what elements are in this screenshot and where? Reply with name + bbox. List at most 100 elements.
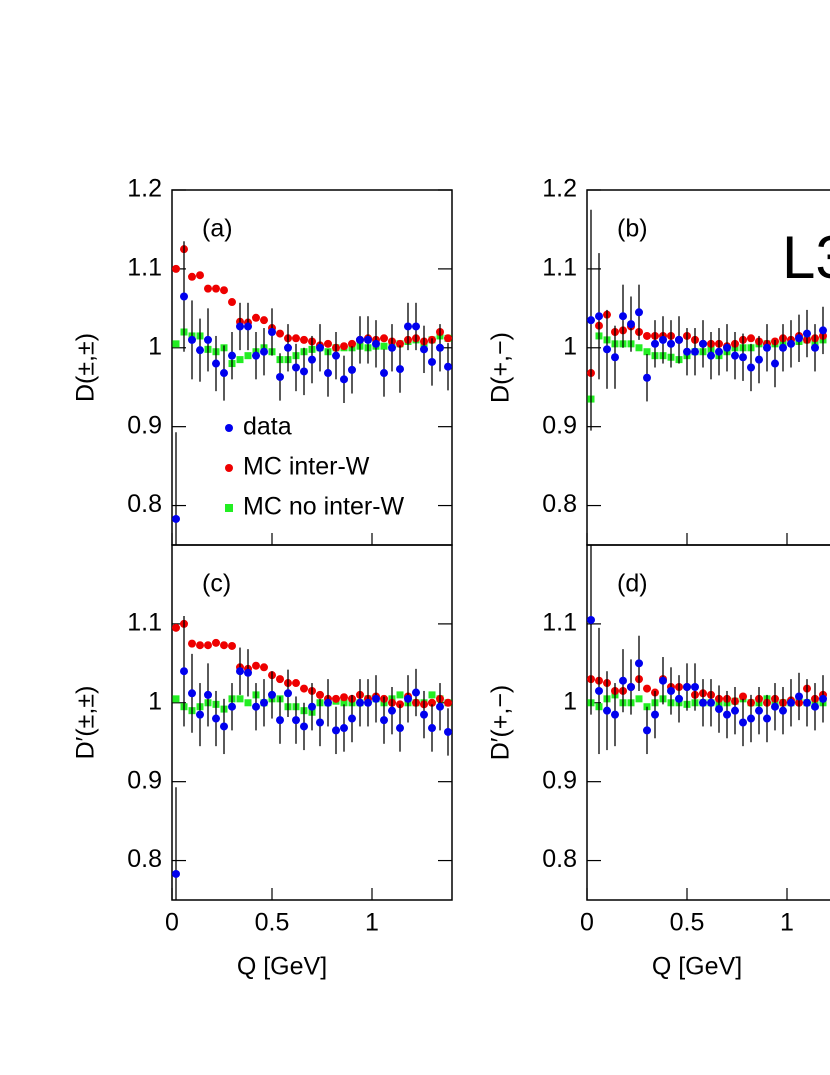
x-tick-label: 0.5 bbox=[670, 909, 705, 937]
point bbox=[643, 726, 651, 735]
point bbox=[747, 334, 755, 343]
y-tick-label: 0.8 bbox=[542, 845, 577, 873]
point bbox=[659, 676, 667, 685]
point bbox=[212, 284, 220, 293]
point bbox=[220, 369, 228, 378]
point bbox=[819, 694, 827, 703]
point bbox=[803, 698, 811, 707]
legend-label: MC inter-W bbox=[243, 453, 370, 481]
point bbox=[172, 514, 180, 523]
panel-label: (b) bbox=[617, 215, 648, 243]
point bbox=[428, 724, 436, 733]
point bbox=[340, 375, 348, 384]
point bbox=[803, 329, 811, 338]
point bbox=[811, 702, 819, 711]
point bbox=[779, 706, 787, 715]
point bbox=[436, 343, 444, 352]
point bbox=[380, 716, 388, 725]
point bbox=[268, 328, 276, 336]
y-tick-label: 0.9 bbox=[127, 411, 162, 439]
point bbox=[635, 659, 643, 668]
point bbox=[771, 359, 779, 368]
point bbox=[236, 695, 244, 703]
point bbox=[420, 710, 428, 719]
point bbox=[699, 698, 707, 707]
point bbox=[324, 339, 332, 348]
point bbox=[587, 615, 595, 624]
point bbox=[300, 367, 308, 376]
point bbox=[300, 335, 308, 344]
point bbox=[180, 667, 188, 676]
point bbox=[364, 698, 372, 707]
y-axis-title: D′(±,±) bbox=[72, 686, 100, 760]
point bbox=[260, 698, 268, 707]
point bbox=[428, 357, 436, 366]
point bbox=[643, 331, 651, 340]
point bbox=[364, 335, 372, 344]
plot-frame bbox=[171, 544, 453, 901]
point bbox=[196, 271, 204, 280]
point bbox=[428, 698, 436, 707]
point bbox=[172, 695, 180, 703]
point bbox=[444, 698, 452, 707]
point bbox=[731, 706, 739, 715]
point bbox=[643, 373, 651, 382]
point bbox=[819, 326, 827, 335]
y-tick-label: 0.8 bbox=[127, 490, 162, 518]
point bbox=[236, 667, 244, 676]
point bbox=[188, 335, 196, 344]
y-tick-label: 1.2 bbox=[542, 175, 577, 203]
point bbox=[388, 343, 396, 352]
point bbox=[715, 347, 723, 356]
point bbox=[252, 661, 260, 670]
plot-area bbox=[172, 616, 452, 900]
point bbox=[244, 352, 252, 360]
y-tick-label: 0.8 bbox=[127, 845, 162, 873]
point bbox=[755, 355, 763, 364]
legend-marker bbox=[225, 424, 233, 432]
point bbox=[268, 690, 276, 699]
point bbox=[332, 351, 340, 360]
point bbox=[595, 312, 603, 321]
point bbox=[316, 718, 324, 727]
point bbox=[252, 313, 260, 322]
plot-area bbox=[587, 545, 827, 755]
point bbox=[348, 339, 356, 348]
point bbox=[587, 316, 595, 325]
point bbox=[204, 641, 212, 650]
point bbox=[236, 356, 244, 364]
point bbox=[683, 347, 691, 356]
point bbox=[723, 710, 731, 719]
point bbox=[667, 686, 675, 695]
point bbox=[204, 335, 212, 344]
point bbox=[635, 308, 643, 317]
y-tick-label: 1 bbox=[148, 332, 162, 360]
point bbox=[667, 339, 675, 348]
point bbox=[739, 692, 747, 701]
point bbox=[444, 362, 452, 371]
legend-label: MC no inter-W bbox=[243, 493, 405, 521]
point bbox=[316, 690, 324, 699]
point bbox=[172, 340, 180, 348]
point bbox=[260, 663, 268, 672]
point bbox=[260, 347, 268, 356]
point bbox=[260, 316, 268, 325]
point bbox=[763, 343, 771, 352]
plot-area bbox=[172, 241, 452, 545]
point bbox=[228, 351, 236, 360]
y-tick-label: 1.1 bbox=[542, 608, 577, 636]
point bbox=[747, 363, 755, 372]
y-tick-label: 1 bbox=[563, 332, 577, 360]
point bbox=[236, 322, 244, 331]
point bbox=[356, 335, 364, 344]
point bbox=[356, 698, 364, 707]
point bbox=[308, 702, 316, 711]
point bbox=[212, 638, 220, 647]
point bbox=[252, 702, 260, 711]
point bbox=[683, 683, 691, 691]
point bbox=[340, 699, 348, 707]
point bbox=[228, 641, 236, 650]
point bbox=[396, 724, 404, 733]
point bbox=[412, 322, 420, 331]
point bbox=[627, 683, 635, 691]
